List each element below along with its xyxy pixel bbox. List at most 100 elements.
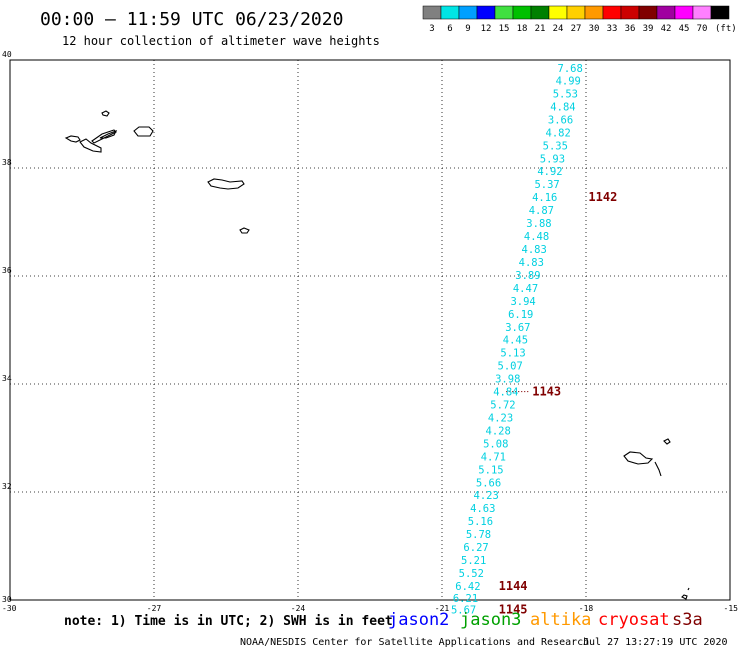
legend-label: 24 xyxy=(553,24,564,34)
legend-swatch xyxy=(530,5,550,20)
legend-swatch xyxy=(692,5,712,20)
wave-height-value: 4.84 xyxy=(493,387,518,399)
wave-height-value: 4.23 xyxy=(488,412,513,424)
legend-label: 36 xyxy=(625,24,636,34)
legend-label: 42 xyxy=(661,24,672,34)
island-outline xyxy=(79,138,102,153)
pass-number: 1145 xyxy=(499,603,528,617)
latitude-tick-label: 38 xyxy=(2,158,12,167)
wave-height-value: 4.82 xyxy=(546,127,571,139)
legend-label: 21 xyxy=(535,24,546,34)
longitude-tick-label: -30 xyxy=(2,604,17,613)
footer-note: note: 1) Time is in UTC; 2) SWH is in fe… xyxy=(64,614,393,629)
wave-height-value: 4.83 xyxy=(519,257,544,269)
wave-height-value: 3.98 xyxy=(495,374,520,386)
wave-height-value: 4.71 xyxy=(481,451,506,463)
page-subtitle: 12 hour collection of altimeter wave hei… xyxy=(62,34,380,48)
page-title: 00:00 – 11:59 UTC 06/23/2020 xyxy=(40,9,343,30)
legend-swatch xyxy=(674,5,694,20)
pass-number: 1142 xyxy=(588,190,617,204)
longitude-tick-label: -15 xyxy=(724,604,739,613)
wave-height-value: 6.27 xyxy=(463,542,488,554)
legend-label: 30 xyxy=(589,24,600,34)
footer-timestamp: Jul 27 13:27:19 UTC 2020 xyxy=(583,637,728,648)
satellite-name: jason2 xyxy=(388,610,449,630)
legend-swatch xyxy=(638,5,658,20)
legend-label: 6 xyxy=(447,24,452,34)
longitude-tick-label: -18 xyxy=(579,604,594,613)
graticule-labels: 40 38 36 34 32 30-30 -27 -24 -21 -18 -15 xyxy=(2,50,738,613)
island-outline xyxy=(99,129,118,139)
legend-swatch xyxy=(476,5,496,20)
legend-label: 45 xyxy=(679,24,690,34)
legend-swatch xyxy=(620,5,640,20)
wave-height-value: 5.07 xyxy=(498,361,523,373)
satellite-legend: jason2 jason3 altika cryosat s3a xyxy=(388,610,703,630)
wave-height-value: 5.15 xyxy=(478,464,503,476)
wave-height-value: 4.84 xyxy=(550,101,575,113)
longitude-tick-label: -24 xyxy=(291,604,306,613)
wave-height-value: 5.21 xyxy=(461,555,486,567)
pass-labels: 1142 1143 1144 1145 xyxy=(499,190,618,617)
wave-height-value: 5.16 xyxy=(468,516,493,528)
graticule xyxy=(10,60,730,600)
satellite-name: cryosat xyxy=(598,610,670,630)
wave-height-value: 3.88 xyxy=(526,218,551,230)
latitude-tick-label: 34 xyxy=(2,374,12,383)
wave-height-value: 4.83 xyxy=(522,244,547,256)
wave-height-value: 3.66 xyxy=(548,114,573,126)
latitude-tick-label: 30 xyxy=(2,595,12,604)
latitude-tick-label: 40 xyxy=(2,50,12,59)
wave-height-value: 7.68 xyxy=(558,63,583,75)
legend-swatch xyxy=(566,5,586,20)
island-outline xyxy=(663,438,671,445)
island-outline xyxy=(101,110,110,117)
legend-label: 9 xyxy=(465,24,470,34)
island-outline xyxy=(623,451,654,465)
wave-height-value: 4.63 xyxy=(470,503,495,515)
wave-height-value: 5.67 xyxy=(451,605,476,617)
wave-height-value: 5.13 xyxy=(500,348,525,360)
island-outline xyxy=(133,126,154,137)
island-outline xyxy=(239,227,250,234)
wave-height-value: 5.53 xyxy=(553,88,578,100)
satellite-name: s3a xyxy=(672,610,703,630)
legend-swatch xyxy=(458,5,478,20)
island-outline xyxy=(654,461,662,477)
wave-height-value: 5.66 xyxy=(476,477,501,489)
longitude-tick-label: -27 xyxy=(147,604,162,613)
legend-label: 15 xyxy=(499,24,510,34)
satellite-name: jason3 xyxy=(460,610,521,630)
satellite-name: altika xyxy=(530,610,591,630)
legend-label: 39 xyxy=(643,24,654,34)
footer-credit: NOAA/NESDIS Center for Satellite Applica… xyxy=(240,637,589,648)
legend-swatch xyxy=(494,5,514,20)
legend-swatch xyxy=(512,5,532,20)
wave-height-value: 4.48 xyxy=(524,231,549,243)
wave-height-value: 5.93 xyxy=(540,153,565,165)
longitude-tick-label: -21 xyxy=(435,604,450,613)
wave-height-value: 4.92 xyxy=(537,166,562,178)
wave-height-value: 5.72 xyxy=(490,400,515,412)
legend-label: 3 xyxy=(429,24,434,34)
pass-number: 1144 xyxy=(499,579,528,593)
color-legend: 3 6 9 12 15 18 21 24 27 30 33 36 39 42 45 70 (ft) xyxy=(422,5,737,34)
wave-height-value: 4.16 xyxy=(532,192,557,204)
legend-label: 33 xyxy=(607,24,618,34)
legend-swatch xyxy=(602,5,622,20)
wave-height-value: 6.19 xyxy=(508,309,533,321)
island-outline xyxy=(681,594,688,600)
island-outline xyxy=(207,178,245,190)
map-frame xyxy=(9,59,731,601)
wave-height-value: 4.87 xyxy=(529,205,554,217)
legend-label: 12 xyxy=(481,24,492,34)
wave-height-value: 6.21 xyxy=(453,593,478,605)
legend-swatch xyxy=(422,5,442,20)
pass-number: 1143 xyxy=(532,385,561,399)
wave-height-value: 5.78 xyxy=(466,529,491,541)
legend-swatch xyxy=(584,5,604,20)
wave-height-value: 5.52 xyxy=(459,568,484,580)
wave-height-value: 6.42 xyxy=(455,581,480,593)
